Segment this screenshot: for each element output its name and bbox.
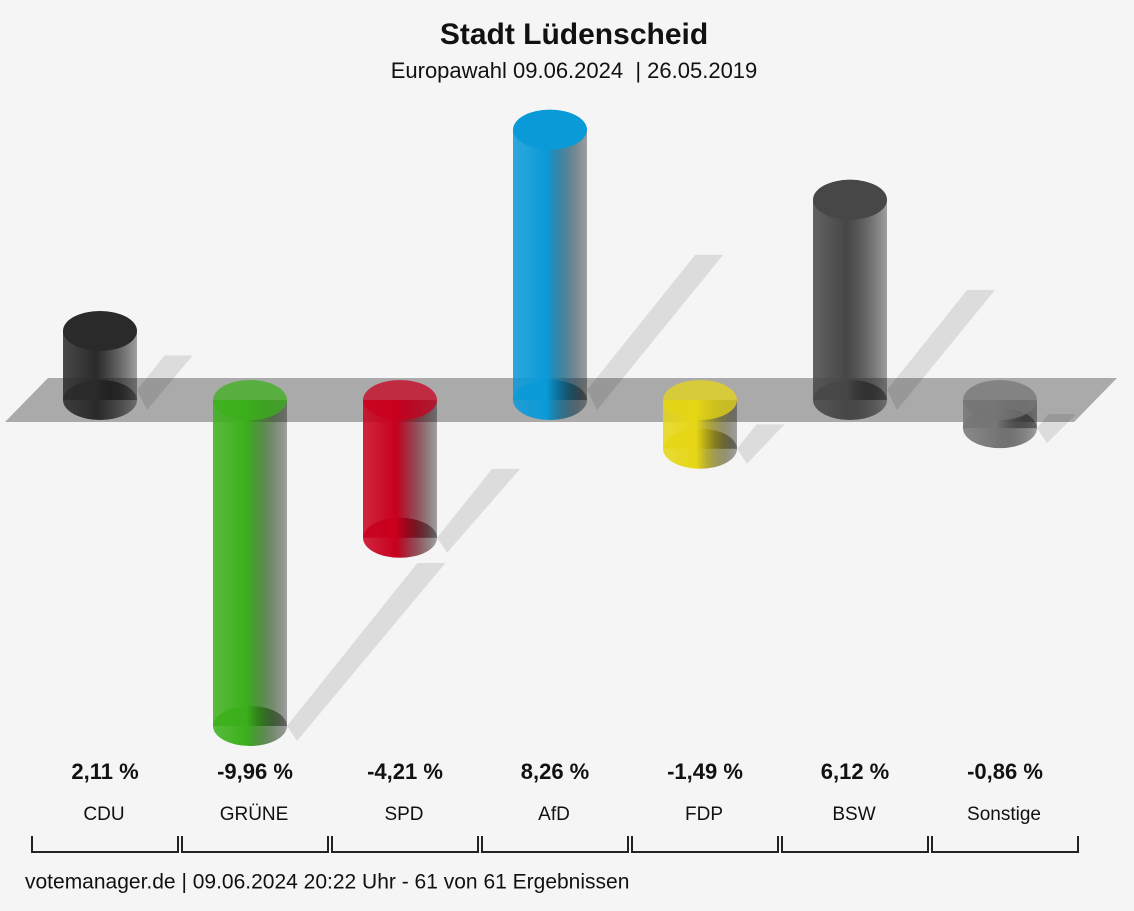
x-tick-label: CDU <box>83 804 124 825</box>
value-label: 6,12 % <box>821 759 890 784</box>
bracket <box>631 836 779 853</box>
value-label: -9,96 % <box>217 759 293 784</box>
shadow <box>887 289 996 410</box>
bar-top <box>813 179 887 220</box>
shadow <box>287 563 446 741</box>
bar <box>213 380 287 746</box>
bar <box>963 380 1037 449</box>
bracket <box>181 836 329 853</box>
bar <box>663 380 737 469</box>
bracket <box>481 836 629 853</box>
bar-top <box>213 380 287 420</box>
bar-top <box>963 380 1037 420</box>
bar-body <box>363 400 437 538</box>
bar <box>363 380 437 558</box>
value-label: 2,11 % <box>71 759 138 784</box>
x-tick-label: BSW <box>832 804 875 825</box>
footer: votemanager.de | 09.06.2024 20:22 Uhr - … <box>25 871 629 894</box>
value-label: -4,21 % <box>367 759 443 784</box>
bracket <box>331 836 479 853</box>
bar <box>63 310 137 420</box>
shadow <box>737 424 785 464</box>
bar-body <box>813 199 887 400</box>
x-tick-label: GRÜNE <box>220 804 289 825</box>
x-tick-label: FDP <box>685 804 723 825</box>
bar-body <box>513 129 587 400</box>
bar-top <box>663 380 737 420</box>
chart-subtitle: Europawahl 09.06.2024 | 26.05.2019 <box>391 58 758 83</box>
bar <box>513 109 587 420</box>
shadow <box>137 355 193 410</box>
bar <box>813 179 887 420</box>
value-label: 8,26 % <box>521 759 590 784</box>
bar-top <box>363 380 437 420</box>
chart-title: Stadt Lüdenscheid <box>440 18 708 51</box>
bracket <box>781 836 929 853</box>
bar-top <box>513 109 587 150</box>
shadow <box>587 254 724 410</box>
x-tick-label: AfD <box>538 804 570 825</box>
bracket <box>931 836 1079 853</box>
bar-body <box>213 400 287 726</box>
x-tick-label: Sonstige <box>967 804 1041 825</box>
shadow <box>1037 414 1077 444</box>
bar-top <box>63 310 137 351</box>
x-tick-label: SPD <box>384 804 423 825</box>
value-label: -1,49 % <box>667 759 743 784</box>
value-label: -0,86 % <box>967 759 1043 784</box>
shadow <box>437 468 521 553</box>
bracket <box>31 836 179 853</box>
